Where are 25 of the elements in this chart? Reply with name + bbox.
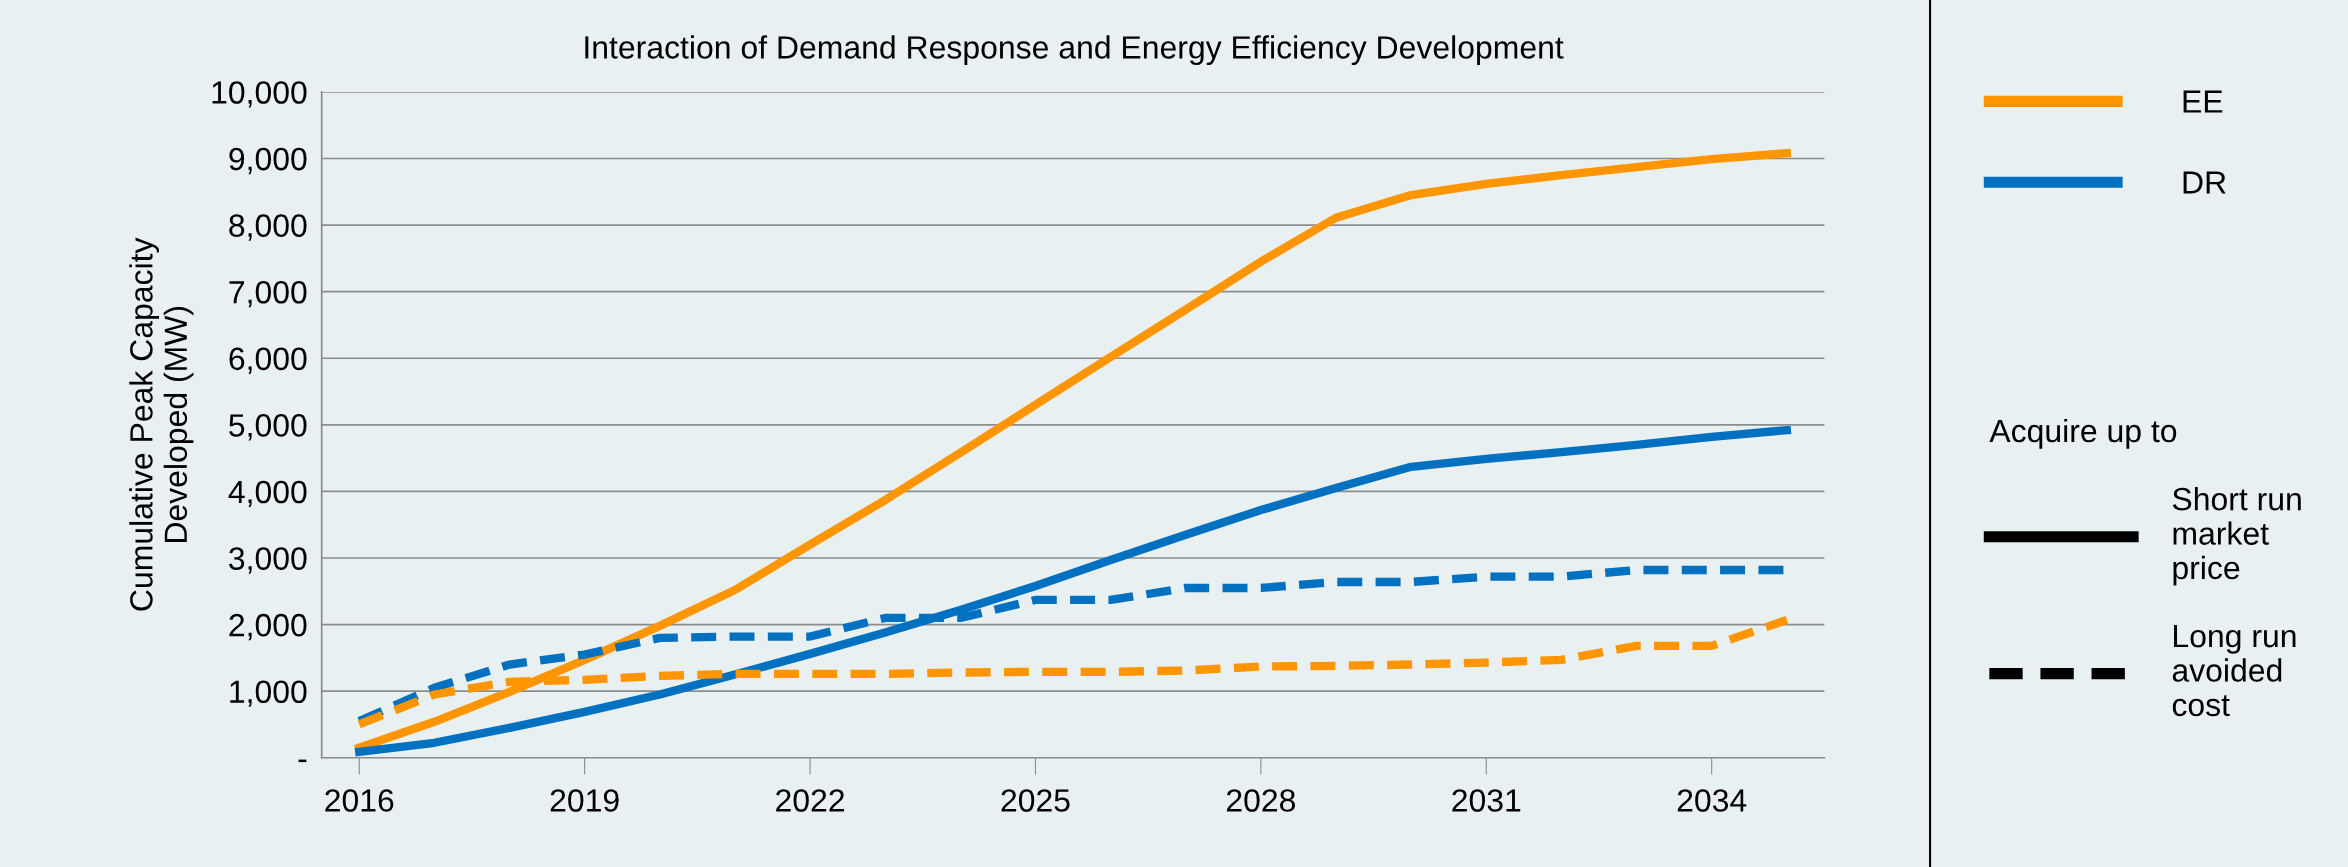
- y-tick-label: 9,000: [229, 147, 307, 175]
- text: Long run avoided cost: [2172, 625, 2296, 717]
- x-tick-label: 2031: [1452, 789, 1521, 812]
- y-tick-label: 2,000: [229, 613, 307, 641]
- legend-label: EE: [2183, 90, 2223, 113]
- y-tick-label: 8,000: [229, 214, 307, 241]
- x-tick-label: 2025: [1001, 789, 1070, 812]
- y-axis-title: Cumulative Peak Capacity Developed (MW): [129, 237, 194, 611]
- y-tick-label: 10,000: [212, 81, 307, 108]
- y-tick-label: 5,000: [229, 414, 307, 441]
- y-tick-label: 6,000: [229, 347, 307, 374]
- x-tick-label: 2016: [325, 789, 394, 812]
- legend-label: DR: [2183, 171, 2226, 194]
- legend-title: Acquire up to: [1989, 418, 2177, 449]
- y-tick-label: -: [298, 759, 307, 763]
- text: Short run market price: [2172, 487, 2301, 586]
- x-tick-label: 2022: [776, 789, 844, 812]
- x-tick-label: 2019: [550, 789, 619, 812]
- y-tick-label: 4,000: [228, 480, 307, 508]
- x-tick-label: 2028: [1226, 789, 1296, 812]
- y-tick-label: 3,000: [229, 547, 307, 574]
- y-tick-label: 1,000: [230, 680, 307, 707]
- y-tick-label: 7,000: [229, 280, 307, 308]
- x-tick-label: 2034: [1677, 789, 1747, 812]
- chart-title: Interaction of Demand Response and Energy Efficiency Development: [585, 35, 1564, 66]
